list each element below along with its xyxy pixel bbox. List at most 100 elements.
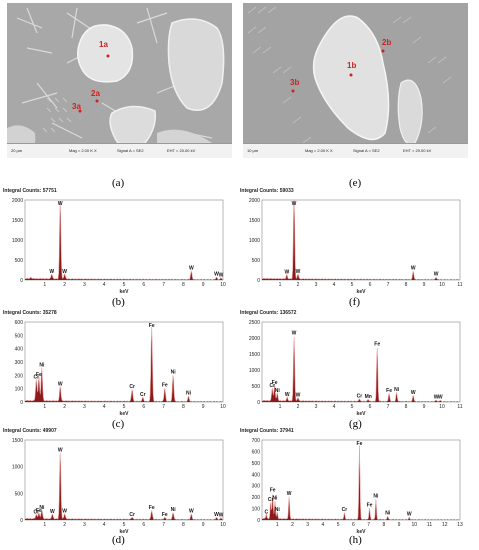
caption-g: (g) (349, 418, 362, 430)
spectrum-c: Integral Counts: 35278 0 100 200 300 400 500 6… (3, 310, 228, 420)
spectrum-line (261, 199, 461, 281)
peak-label: Fe (162, 512, 168, 518)
integral-counts-header: Integral Counts: 136572 (240, 310, 297, 316)
x-tick-label: 6 (142, 282, 145, 288)
peak-label: Cr (269, 383, 275, 389)
peak-label: Cr (357, 393, 363, 399)
x-tick-label: 5 (337, 522, 340, 528)
peak-label: Cr (129, 384, 135, 390)
caption-f: (f) (349, 296, 360, 308)
spectrum-g: Integral Counts: 136572 0 500 1000 1500 2000… (240, 310, 465, 420)
x-tick-label: 8 (182, 282, 185, 288)
y-tick-label: 200 (252, 495, 261, 501)
x-tick-label: 8 (405, 282, 408, 288)
spectrum-area (262, 337, 460, 402)
y-tick-label: 1500 (249, 218, 260, 224)
peak-label: Cr (34, 510, 40, 516)
peak-label: W (407, 512, 412, 518)
x-tick-label: 11 (457, 282, 462, 288)
x-tick-label: 9 (202, 404, 205, 410)
spectrum-d: Integral Counts: 49907 0 500 1000 1500 1 2 3 4 5… (3, 428, 228, 538)
x-tick-label: 7 (162, 522, 165, 528)
x-tick-label: 8 (405, 404, 408, 410)
x-tick-label: 10 (220, 282, 226, 288)
integral-counts-header: Integral Counts: 59033 (240, 188, 294, 194)
peak-label: Fe (272, 380, 278, 386)
x-axis-label: keV (120, 289, 130, 295)
point-label-2b: 2b (382, 38, 392, 47)
peak-label: W (50, 509, 55, 515)
x-axis-label: keV (357, 529, 367, 535)
y-tick-label: 500 (252, 258, 261, 264)
eht-readout: EHT = 20.00 kV (167, 148, 196, 153)
y-tick-label: 2000 (249, 336, 260, 342)
plot-frame (261, 439, 461, 521)
peak-label: C (264, 509, 268, 515)
x-tick-label: 1 (279, 404, 282, 410)
x-tick-label: 8 (182, 522, 185, 528)
point-label-1a: 1a (99, 40, 108, 49)
point-label-3b: 3b (290, 78, 300, 87)
integral-counts-header: Integral Counts: 37941 (240, 428, 294, 434)
spectrum-f: Integral Counts: 59033 0 500 1000 1500 2000 1… (240, 188, 465, 298)
signal-readout: Signal A = SE2 (117, 148, 144, 153)
y-tick-label: 500 (15, 333, 24, 339)
peak-label: W (411, 390, 416, 396)
peak-label: W (214, 272, 219, 278)
peak-label: W (292, 330, 297, 336)
y-tick-label: 1500 (12, 438, 23, 444)
x-tick-label: 2 (297, 404, 300, 410)
x-tick-label: 13 (457, 522, 463, 528)
mag-readout: Mag = 2.00 K X (305, 148, 333, 153)
y-tick-label: 0 (257, 278, 260, 284)
sem-microstructure-e (243, 3, 468, 158)
y-tick-label: 500 (15, 491, 24, 497)
y-tick-label: 1000 (249, 368, 260, 374)
peak-label: Cr (140, 392, 146, 398)
integral-counts-header: Integral Counts: 35278 (3, 310, 57, 316)
peak-label: W (285, 392, 290, 398)
sem-microstructure-a (7, 3, 232, 158)
peak-label: Fe (386, 388, 392, 394)
y-tick-label: 1500 (12, 218, 23, 224)
point-label-1b: 1b (347, 61, 357, 70)
x-tick-label: 1 (43, 404, 46, 410)
peak-label: W (214, 512, 219, 518)
peak-label: Ni (272, 496, 278, 502)
y-tick-label: 600 (15, 320, 24, 326)
peak-label: Ni (385, 511, 391, 517)
x-tick-label: 8 (382, 522, 385, 528)
x-tick-label: 2 (63, 282, 66, 288)
y-tick-label: 700 (252, 438, 261, 444)
peak-label: W (434, 272, 439, 278)
x-axis-label: keV (120, 411, 130, 417)
caption-a: (a) (112, 177, 125, 189)
y-tick-label: 300 (252, 484, 261, 490)
x-tick-label: 7 (367, 522, 370, 528)
peak-label: W (434, 394, 439, 400)
x-tick-label: 5 (123, 282, 126, 288)
peak-label: W (284, 270, 289, 276)
x-tick-label: 5 (123, 404, 126, 410)
x-tick-label: 10 (220, 522, 226, 528)
caption-d: (d) (112, 534, 125, 546)
x-tick-label: 3 (83, 522, 86, 528)
peak-label: W (219, 272, 224, 278)
y-tick-label: 1500 (249, 352, 260, 358)
x-tick-label: 8 (182, 404, 185, 410)
x-tick-label: 5 (123, 522, 126, 528)
x-tick-label: 3 (315, 282, 318, 288)
y-tick-label: 0 (257, 518, 260, 524)
peak-label: Ni (171, 507, 177, 513)
spectrum-h: Integral Counts: 37941 0 100 200 300 400 500 6… (240, 428, 465, 538)
peak-label: Fe (374, 342, 380, 348)
x-tick-label: 3 (306, 522, 309, 528)
x-tick-label: 6 (352, 522, 355, 528)
sem-info-bar-a: 20 µm Mag = 2.00 K X Signal A = SE2 EHT … (7, 143, 232, 158)
y-tick-label: 2000 (12, 198, 23, 204)
x-tick-label: 7 (387, 404, 390, 410)
x-tick-label: 2 (63, 404, 66, 410)
x-tick-label: 9 (202, 282, 205, 288)
integral-counts-header: Integral Counts: 49907 (3, 428, 57, 434)
point-label-3a: 3a (72, 102, 81, 111)
